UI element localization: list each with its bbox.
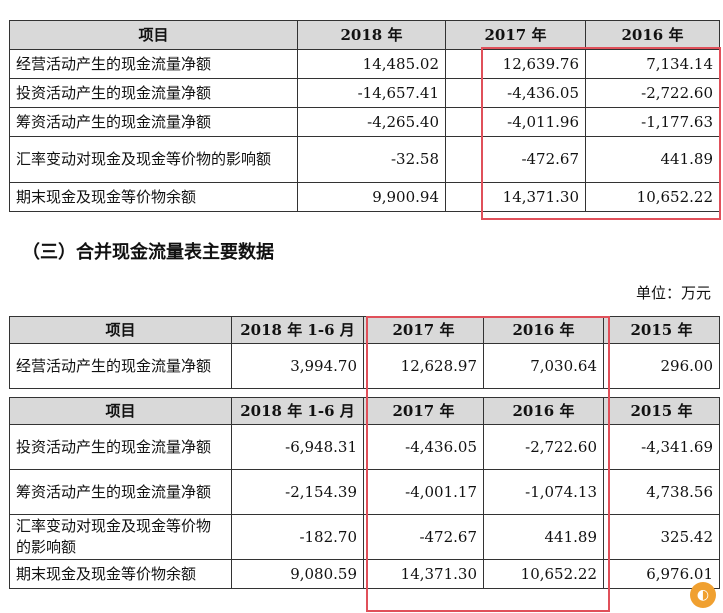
row-label: 汇率变动对现金及现金等价物的影响额 xyxy=(9,136,298,183)
cell-2017: 12,628.97 xyxy=(363,343,484,389)
cash-flow-table-consolidated: 项目 2018 年 1-6 月 2017 年 2016 年 2015 年 经营活… xyxy=(9,316,720,589)
row-label: 期末现金及现金等价物余额 xyxy=(9,559,232,589)
table-row: 汇率变动对现金及现金等价物的影响额 -32.58 -472.67 441.89 xyxy=(9,136,720,183)
table-row: 期末现金及现金等价物余额 9,900.94 14,371.30 10,652.2… xyxy=(9,182,720,212)
cell-2018: -32.58 xyxy=(297,136,446,183)
table-row: 筹资活动产生的现金流量净额 -2,154.39 -4,001.17 -1,074… xyxy=(9,469,720,515)
header-2017: 2017 年 xyxy=(445,20,586,50)
table-row: 投资活动产生的现金流量净额 -14,657.41 -4,436.05 -2,72… xyxy=(9,78,720,108)
row-label: 筹资活动产生的现金流量净额 xyxy=(9,469,232,515)
row-label: 筹资活动产生的现金流量净额 xyxy=(9,107,298,137)
cell-2018: 14,485.02 xyxy=(297,49,446,79)
table-gap-row xyxy=(9,388,720,398)
cell-2016: 10,652.22 xyxy=(585,182,720,212)
row-label: 经营活动产生的现金流量净额 xyxy=(9,49,298,79)
cell-2016: 441.89 xyxy=(585,136,720,183)
cell-2016: -1,177.63 xyxy=(585,107,720,137)
cell-2015: -4,341.69 xyxy=(603,424,720,470)
table-row: 期末现金及现金等价物余额 9,080.59 14,371.30 10,652.2… xyxy=(9,559,720,589)
cash-flow-table-annual: 项目 2018 年 2017 年 2016 年 经营活动产生的现金流量净额 14… xyxy=(9,20,720,212)
header-2017: 2017 年 xyxy=(363,397,484,425)
header-2017: 2017 年 xyxy=(363,316,484,344)
header-2018: 2018 年 xyxy=(297,20,446,50)
cell-2017: 14,371.30 xyxy=(445,182,586,212)
section-title: （三）合并现金流量表主要数据 xyxy=(22,242,274,263)
table-row: 筹资活动产生的现金流量净额 -4,265.40 -4,011.96 -1,177… xyxy=(9,107,720,137)
cell-2015: 4,738.56 xyxy=(603,469,720,515)
table-header-row: 项目 2018 年 2017 年 2016 年 xyxy=(9,20,720,50)
header-2016: 2016 年 xyxy=(483,316,604,344)
watermark-logo-icon: ◐ xyxy=(690,582,716,608)
cell-2018: -14,657.41 xyxy=(297,78,446,108)
cell-2017: -472.67 xyxy=(363,514,484,560)
cell-2016: 7,134.14 xyxy=(585,49,720,79)
unit-label: 单位：万元 xyxy=(635,284,711,302)
cell-2017: -472.67 xyxy=(445,136,586,183)
cell-2018h1: -6,948.31 xyxy=(231,424,364,470)
cell-2017: 12,639.76 xyxy=(445,49,586,79)
table-header-row-repeat: 项目 2018 年 1-6 月 2017 年 2016 年 2015 年 xyxy=(9,397,720,425)
cell-2018h1: 9,080.59 xyxy=(231,559,364,589)
header-item: 项目 xyxy=(9,397,232,425)
header-2018h1: 2018 年 1-6 月 xyxy=(231,397,364,425)
table-header-row: 项目 2018 年 1-6 月 2017 年 2016 年 2015 年 xyxy=(9,316,720,344)
cell-2017: -4,436.05 xyxy=(363,424,484,470)
row-label: 期末现金及现金等价物余额 xyxy=(9,182,298,212)
row-label: 投资活动产生的现金流量净额 xyxy=(9,424,232,470)
header-item: 项目 xyxy=(9,20,298,50)
table-row: 投资活动产生的现金流量净额 -6,948.31 -4,436.05 -2,722… xyxy=(9,424,720,470)
cell-2017: -4,436.05 xyxy=(445,78,586,108)
cell-2016: -2,722.60 xyxy=(585,78,720,108)
cell-2015: 296.00 xyxy=(603,343,720,389)
header-2015: 2015 年 xyxy=(603,397,720,425)
cell-2016: 441.89 xyxy=(483,514,604,560)
cell-2015: 325.42 xyxy=(603,514,720,560)
cell-2018: 9,900.94 xyxy=(297,182,446,212)
row-label: 汇率变动对现金及现金等价物的影响额 xyxy=(9,514,232,560)
cell-2016: 7,030.64 xyxy=(483,343,604,389)
header-item: 项目 xyxy=(9,316,232,344)
cell-2016: -1,074.13 xyxy=(483,469,604,515)
header-2016: 2016 年 xyxy=(483,397,604,425)
cell-2018h1: 3,994.70 xyxy=(231,343,364,389)
cell-2018: -4,265.40 xyxy=(297,107,446,137)
row-label: 投资活动产生的现金流量净额 xyxy=(9,78,298,108)
cell-2018h1: -182.70 xyxy=(231,514,364,560)
cell-2017: -4,001.17 xyxy=(363,469,484,515)
row-label: 经营活动产生的现金流量净额 xyxy=(9,343,232,389)
cell-2016: -2,722.60 xyxy=(483,424,604,470)
cell-2017: 14,371.30 xyxy=(363,559,484,589)
cell-2016: 10,652.22 xyxy=(483,559,604,589)
cell-2017: -4,011.96 xyxy=(445,107,586,137)
table-row: 汇率变动对现金及现金等价物的影响额 -182.70 -472.67 441.89… xyxy=(9,514,720,560)
table-row: 经营活动产生的现金流量净额 3,994.70 12,628.97 7,030.6… xyxy=(9,343,720,389)
header-2015: 2015 年 xyxy=(603,316,720,344)
header-2016: 2016 年 xyxy=(585,20,720,50)
cell-2018h1: -2,154.39 xyxy=(231,469,364,515)
table-row: 经营活动产生的现金流量净额 14,485.02 12,639.76 7,134.… xyxy=(9,49,720,79)
header-2018h1: 2018 年 1-6 月 xyxy=(231,316,364,344)
